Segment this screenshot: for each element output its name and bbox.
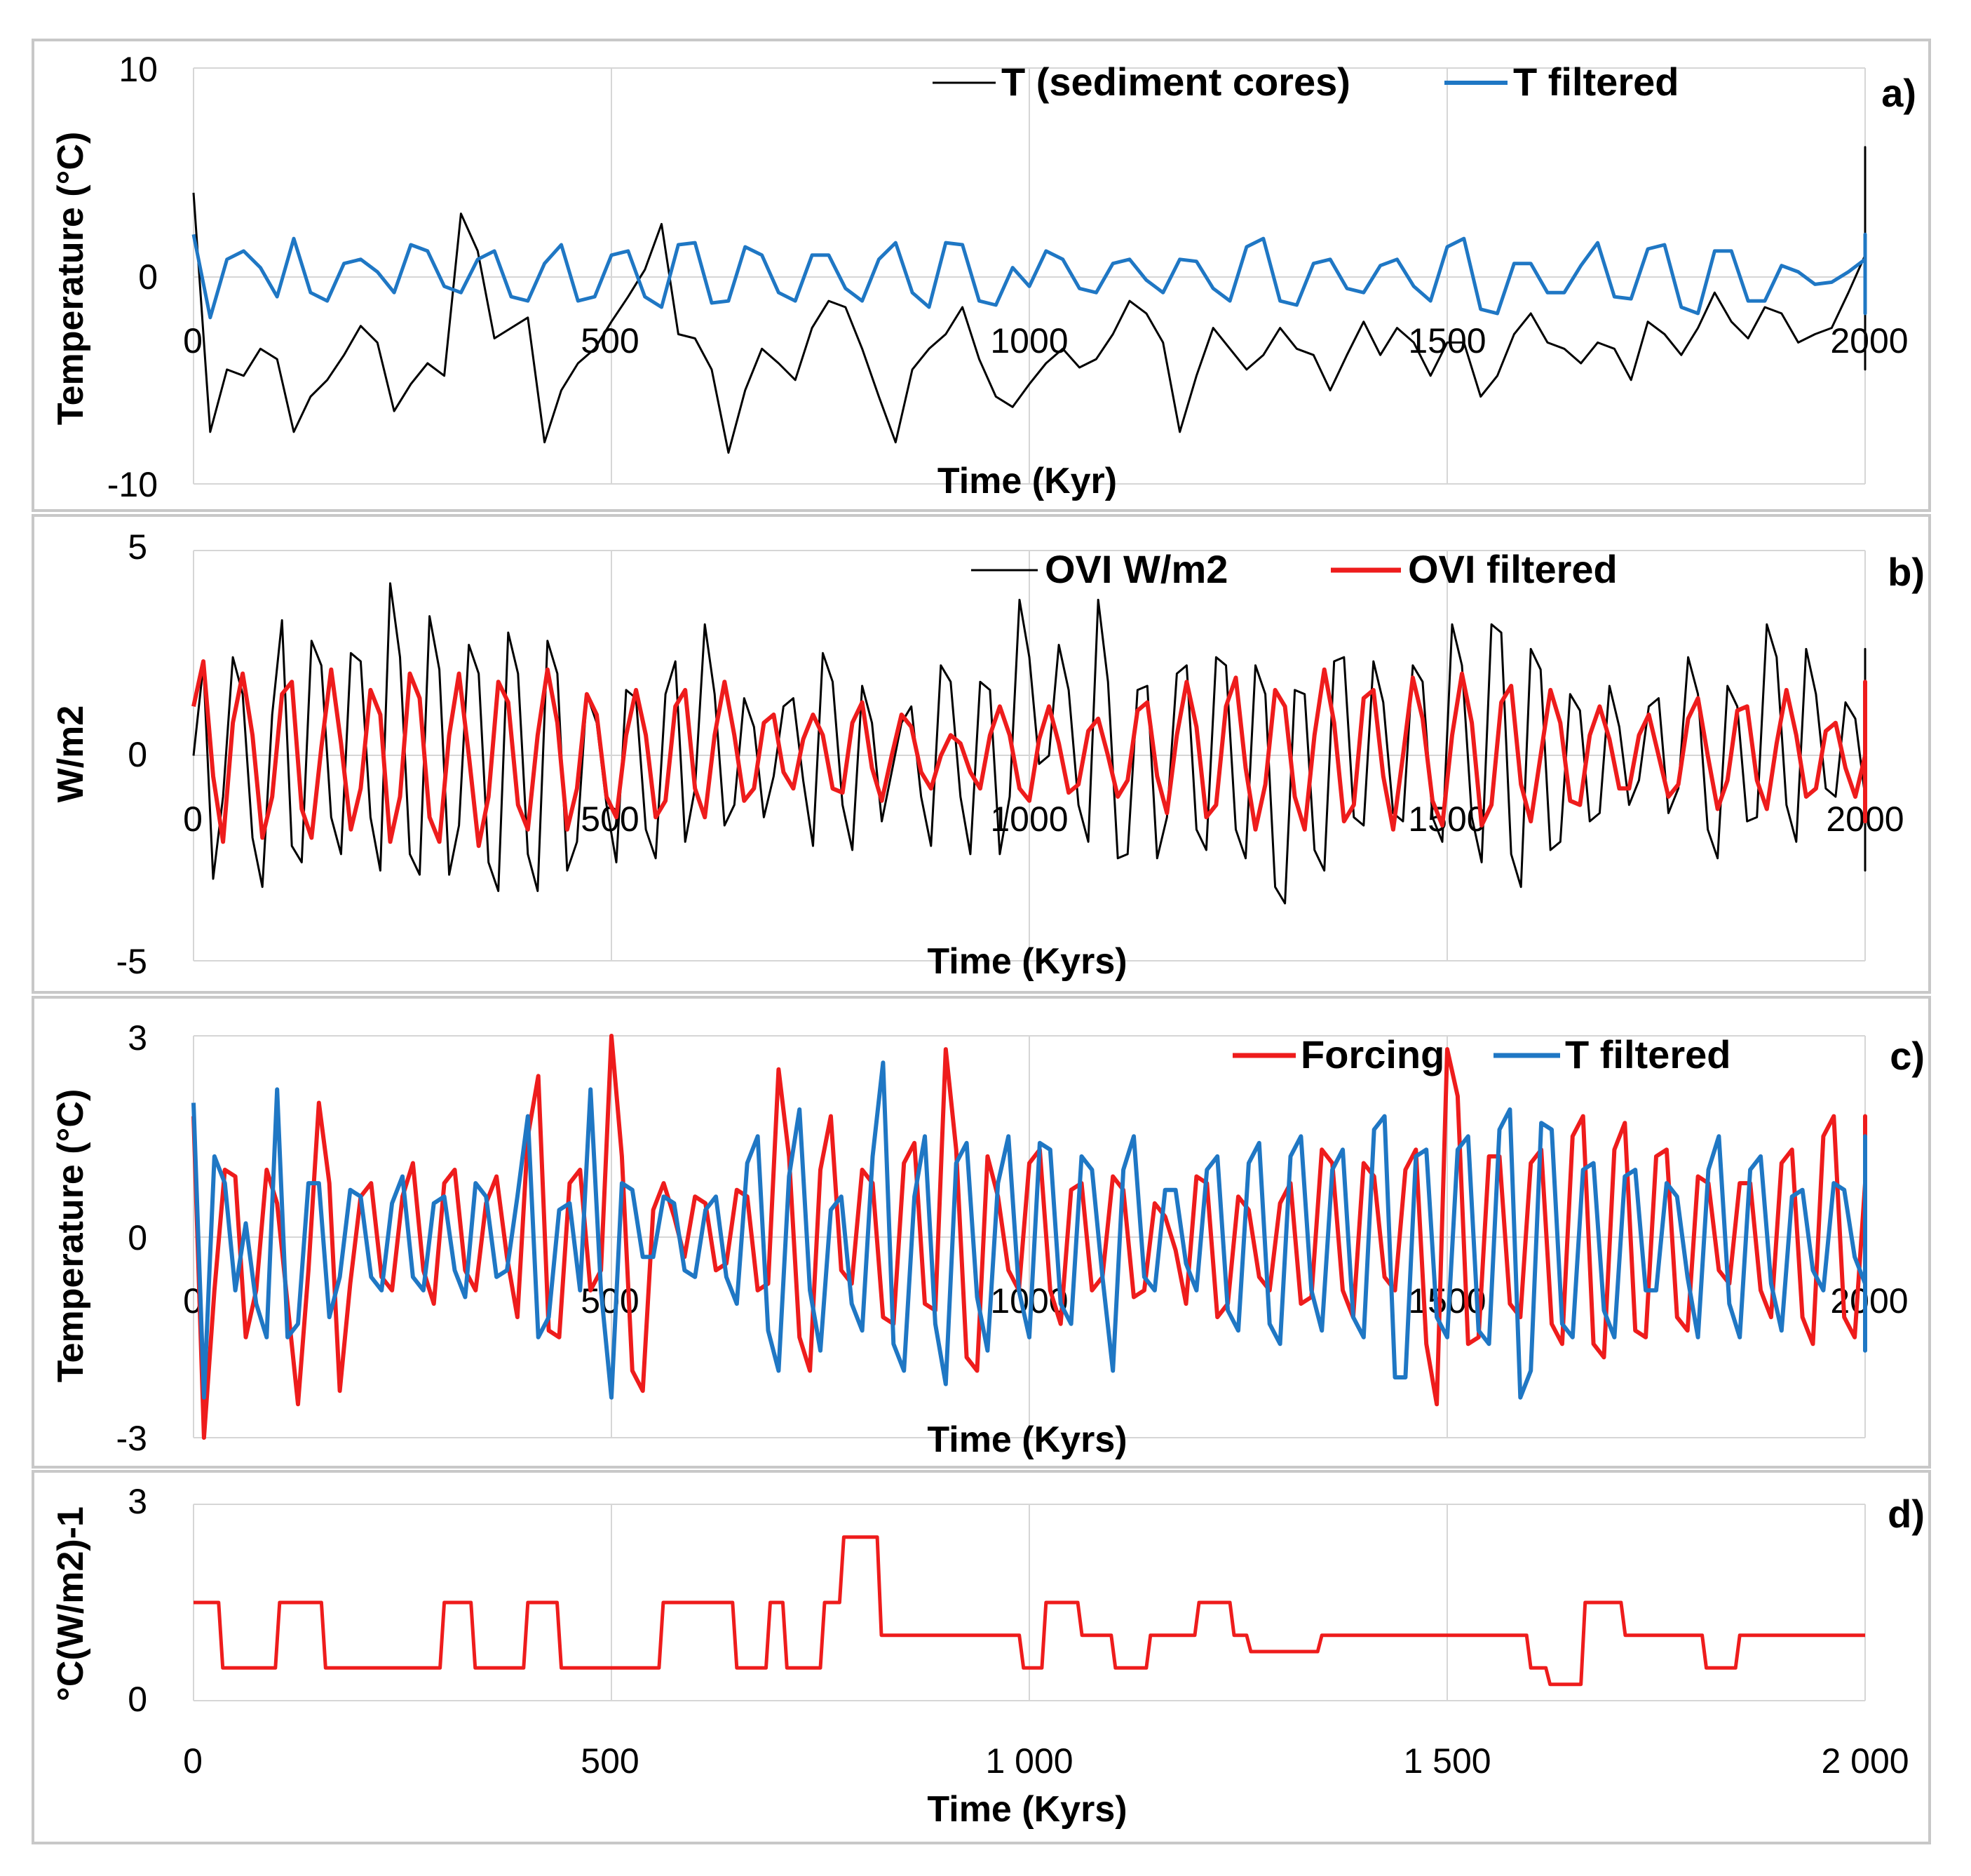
panel-c-ytick-top: 3 <box>128 1018 147 1058</box>
panel-b-series-ovi <box>192 582 1867 905</box>
panel-a-label: a) <box>1881 71 1916 115</box>
panel-b-ytick-bottom: -5 <box>116 942 147 981</box>
panel-d-series-step <box>194 1535 1865 1687</box>
panel-d-label: d) <box>1888 1492 1925 1536</box>
panel-d-ylabel: °C(W/m2)-1 <box>50 1506 91 1701</box>
panel-d-xtick-1500: 1 500 <box>1403 1741 1491 1781</box>
panel-b-legend-text-1: OVI W/m2 <box>1045 547 1228 591</box>
panel-d-frame <box>32 1470 1931 1844</box>
panel-c-ytick-bottom: -3 <box>116 1419 147 1458</box>
panel-c-legend-text-2: T filtered <box>1565 1032 1730 1077</box>
panel-b-label: b) <box>1888 550 1925 594</box>
panel-c-ylabel: Temperature (°C) <box>50 1089 91 1383</box>
panel-b-series-ovi-filtered <box>191 659 1867 849</box>
panel-a-xtick-500: 500 <box>581 321 639 360</box>
panel-a-ytick-mid: 0 <box>138 257 158 297</box>
panel-c: 3 0 -3 0 500 1000 1500 2000 Temperature … <box>32 996 1931 1469</box>
panel-d-ytick-zero: 0 <box>128 1680 147 1719</box>
panel-b-legend-text-2: OVI filtered <box>1408 547 1618 591</box>
panel-b-xlabel: Time (Kyrs) <box>927 941 1127 982</box>
panel-d: 3 0 0 500 1 000 1 500 2 000 °C(W/m2)-1 T… <box>32 1470 1931 1844</box>
panel-a-grid <box>193 67 1866 485</box>
panel-a-legend: T (sediment cores) T filtered <box>933 60 1679 104</box>
panel-b: 5 0 -5 0 500 1000 1500 2000 W/m2 Time (K… <box>32 514 1931 994</box>
panel-a: 10 0 -10 0 500 1000 1500 2000 Temperatur… <box>32 39 1931 512</box>
panel-b-frame <box>32 514 1931 994</box>
panel-b-xtick-0: 0 <box>183 799 203 839</box>
panel-c-series-t-filtered <box>191 1060 1867 1400</box>
panel-d-xlabel: Time (Kyrs) <box>927 1789 1127 1830</box>
panel-a-xlabel: Time (Kyr) <box>937 461 1117 501</box>
panel-a-xtick-1500: 1500 <box>1408 321 1486 360</box>
panel-d-xtick-0: 0 <box>183 1741 203 1781</box>
panel-c-legend-text-1: Forcing <box>1301 1032 1444 1077</box>
panel-c-ytick-mid: 0 <box>128 1218 147 1257</box>
panel-b-ylabel: W/m2 <box>50 706 91 803</box>
panel-c-xlabel: Time (Kyrs) <box>927 1419 1127 1460</box>
panel-d-ytick-top: 3 <box>128 1482 147 1521</box>
panel-c-frame <box>32 996 1931 1469</box>
panel-a-legend-text-2: T filtered <box>1513 60 1679 104</box>
panel-a-ytick-top: 10 <box>118 50 158 89</box>
panel-a-ylabel: Temperature (°C) <box>50 132 91 426</box>
panel-b-ytick-mid: 0 <box>128 735 147 774</box>
panel-b-legend: OVI W/m2 OVI filtered <box>971 547 1618 591</box>
panel-a-frame <box>32 39 1931 512</box>
panel-a-ytick-bottom: -10 <box>107 465 158 504</box>
panel-a-series-t-filtered <box>191 232 1867 320</box>
panel-d-xtick-1000: 1 000 <box>985 1741 1073 1781</box>
panel-d-xtick-500: 500 <box>581 1741 639 1781</box>
panel-a-xtick-2000: 2000 <box>1830 321 1908 360</box>
panel-c-label: c) <box>1890 1034 1925 1078</box>
panel-b-ytick-top: 5 <box>128 527 147 567</box>
panel-c-legend: Forcing T filtered <box>1233 1032 1730 1077</box>
panel-a-legend-text-1: T (sediment cores) <box>1001 60 1350 104</box>
panel-c-series-forcing <box>191 1034 1867 1440</box>
panel-b-xtick-1000: 1000 <box>990 799 1068 839</box>
panel-d-xtick-2000: 2 000 <box>1821 1741 1909 1781</box>
panel-a-xtick-0: 0 <box>183 321 203 360</box>
